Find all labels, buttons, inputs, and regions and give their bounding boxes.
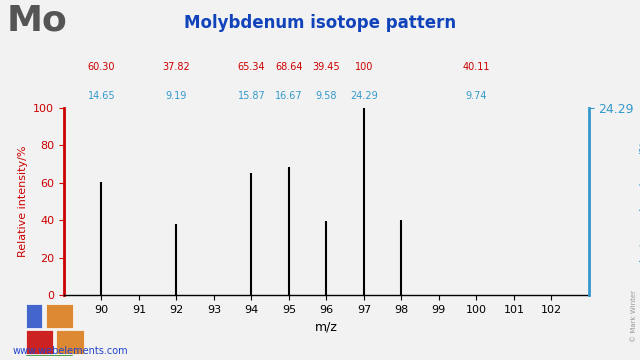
Bar <box>26 330 53 354</box>
Text: 9.74: 9.74 <box>465 91 487 101</box>
Text: 40.11: 40.11 <box>463 62 490 72</box>
Bar <box>45 304 73 328</box>
Bar <box>56 330 84 354</box>
X-axis label: m/z: m/z <box>315 320 338 333</box>
Text: 68.64: 68.64 <box>275 62 303 72</box>
Text: 65.34: 65.34 <box>237 62 265 72</box>
Text: www.webelements.com: www.webelements.com <box>13 346 129 356</box>
Text: 60.30: 60.30 <box>88 62 115 72</box>
Text: 16.67: 16.67 <box>275 91 303 101</box>
Text: Molybdenum isotope pattern: Molybdenum isotope pattern <box>184 14 456 32</box>
Text: 9.58: 9.58 <box>316 91 337 101</box>
Text: © Mark Winter: © Mark Winter <box>631 290 637 342</box>
Text: 37.82: 37.82 <box>163 62 190 72</box>
Text: Mo: Mo <box>6 4 67 37</box>
Y-axis label: Relative intensity/%: Relative intensity/% <box>18 146 28 257</box>
Text: 24.29: 24.29 <box>350 91 378 101</box>
Text: 15.87: 15.87 <box>237 91 266 101</box>
Text: 14.65: 14.65 <box>88 91 115 101</box>
Text: 100: 100 <box>355 62 373 72</box>
Text: 39.45: 39.45 <box>312 62 340 72</box>
Bar <box>26 304 42 328</box>
Bar <box>26 355 73 360</box>
Text: 9.19: 9.19 <box>166 91 187 101</box>
